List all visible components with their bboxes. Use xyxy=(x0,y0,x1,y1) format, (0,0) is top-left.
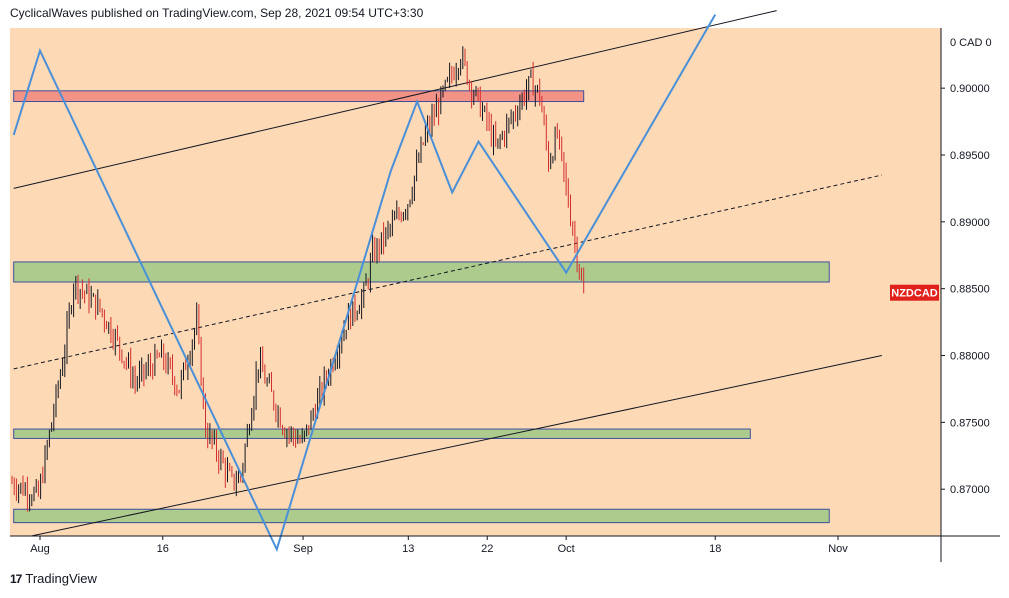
currency-label: 0 CAD 0 xyxy=(950,37,992,49)
channel-lower-line xyxy=(31,355,882,537)
x-tick-label: Oct xyxy=(558,543,575,555)
time-axis[interactable]: Aug 16 Sep 13 22 Oct 18 Nov xyxy=(30,536,848,555)
y-tick-label: 0.87500 xyxy=(950,417,990,429)
x-tick-label: 22 xyxy=(481,543,493,555)
channel-mid-line xyxy=(13,174,882,370)
x-tick-label: 16 xyxy=(157,543,169,555)
y-tick-label: 0.87000 xyxy=(950,484,990,496)
tradingview-name: TradingView xyxy=(25,571,97,586)
last-price-tag-background xyxy=(890,284,939,301)
y-tick-label: 0.88500 xyxy=(950,284,990,296)
channel-upper-line xyxy=(13,10,777,189)
projection-wave-line xyxy=(12,14,717,553)
x-tick-label: Nov xyxy=(828,543,848,555)
publish-header: CyclicalWaves published on TradingView.c… xyxy=(10,6,424,20)
lines-layer xyxy=(13,10,882,537)
candles-layer xyxy=(11,46,585,512)
support-zone-upper xyxy=(13,261,830,283)
tradingview-branding[interactable]: 17 TradingView xyxy=(10,571,97,586)
x-tick-label: 18 xyxy=(709,543,721,555)
y-tick-label: 0.90000 xyxy=(950,83,990,95)
zones-layer xyxy=(13,90,830,524)
x-tick-label: 13 xyxy=(402,543,414,555)
x-tick-label: Aug xyxy=(30,543,50,555)
tradingview-logo-icon: 17 xyxy=(10,571,22,586)
support-zone-middle xyxy=(13,428,751,439)
y-tick-label: 0.89000 xyxy=(950,217,990,229)
support-zone-lower xyxy=(13,508,830,524)
x-tick-label: Sep xyxy=(293,543,313,555)
last-price-tag: NZDCAD xyxy=(890,284,939,301)
y-tick-label: 0.88000 xyxy=(950,351,990,363)
resistance-zone xyxy=(13,90,585,103)
wave-layer xyxy=(12,14,717,553)
y-tick-label: 0.89500 xyxy=(950,150,990,162)
price-axis[interactable]: 0.90000 0.89500 0.89000 0.88500 0.88000 0.875… xyxy=(941,83,990,496)
symbol-label: NZDCAD xyxy=(891,288,937,300)
